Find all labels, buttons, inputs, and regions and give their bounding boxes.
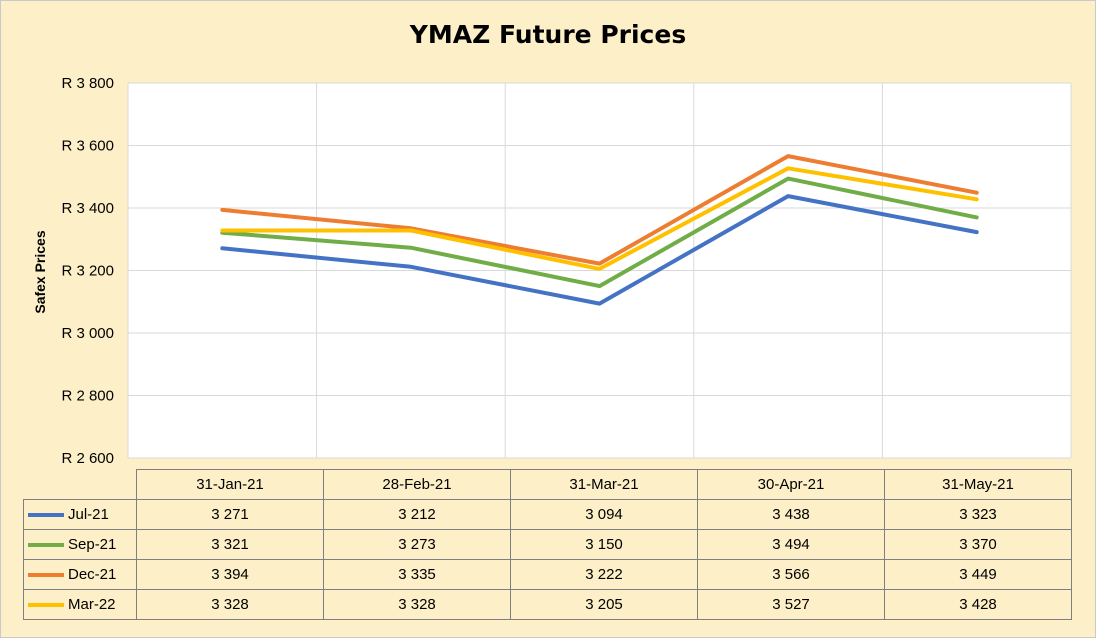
- series-line-jul-21: [220, 194, 979, 306]
- plot-area: R 3 800 R 3 600 R 3 400 R 3 200 R 3 000 R 2 8…: [61, 75, 1072, 467]
- data-value-cell: 3 335: [323, 559, 511, 590]
- y-tick-label: R 2 800: [61, 388, 114, 405]
- series-line-sep-21: [220, 176, 979, 289]
- category-header: 31-Jan-21: [136, 469, 324, 500]
- data-value-cell: 3 323: [884, 499, 1072, 530]
- data-value-cell: 3 566: [697, 559, 885, 590]
- category-header: 30-Apr-21: [697, 469, 885, 500]
- series-line-mar-22: [220, 166, 979, 271]
- y-tick-label: R 3 000: [61, 325, 114, 342]
- table-corner: [24, 470, 137, 500]
- data-value-cell: 3 494: [697, 529, 885, 560]
- data-value-cell: 3 438: [697, 499, 885, 530]
- table-header-row: 31-Jan-21 28-Feb-21 31-Mar-21 30-Apr-21 31-M…: [24, 469, 1072, 500]
- legend-key: [28, 513, 64, 518]
- data-table: 31-Jan-21 28-Feb-21 31-Mar-21 30-Apr-21 31-M…: [23, 469, 1072, 620]
- data-value-cell: 3 273: [323, 529, 511, 560]
- series-name-cell: Sep-21: [23, 529, 137, 560]
- series-name: Jul-21: [68, 506, 109, 523]
- data-value-cell: 3 222: [510, 559, 698, 590]
- data-value-cell: 3 527: [697, 589, 885, 620]
- y-tick-label: R 2 600: [61, 450, 114, 467]
- series-name: Sep-21: [68, 536, 117, 553]
- table-row: Mar-22 3 328 3 328 3 205 3 527 3 428: [23, 589, 1072, 620]
- table-row: Dec-21 3 394 3 335 3 222 3 566 3 449: [23, 559, 1072, 590]
- category-header: 31-Mar-21: [510, 469, 698, 500]
- series-line-dec-21: [220, 154, 979, 266]
- data-value-cell: 3 094: [510, 499, 698, 530]
- table-row: Sep-21 3 321 3 273 3 150 3 494 3 370: [23, 529, 1072, 560]
- series-name: Mar-22: [68, 596, 116, 613]
- y-tick-label: R 3 800: [61, 75, 114, 92]
- data-value-cell: 3 271: [136, 499, 324, 530]
- data-value-cell: 3 394: [136, 559, 324, 590]
- legend-key: [28, 543, 64, 548]
- data-value-cell: 3 205: [510, 589, 698, 620]
- data-value-cell: 3 428: [884, 589, 1072, 620]
- data-value-cell: 3 449: [884, 559, 1072, 590]
- data-value-cell: 3 328: [136, 589, 324, 620]
- table-row: Jul-21 3 271 3 212 3 094 3 438 3 323: [23, 499, 1072, 530]
- category-header: 28-Feb-21: [323, 469, 511, 500]
- data-value-cell: 3 321: [136, 529, 324, 560]
- category-header: 31-May-21: [884, 469, 1072, 500]
- legend-key: [28, 603, 64, 608]
- series-name: Dec-21: [68, 566, 117, 583]
- series-name-cell: Dec-21: [23, 559, 137, 590]
- y-tick-label: R 3 600: [61, 138, 114, 155]
- y-tick-label: R 3 400: [61, 200, 114, 217]
- chart-title: YMAZ Future Prices: [409, 20, 687, 49]
- data-value-cell: 3 212: [323, 499, 511, 530]
- data-value-cell: 3 370: [884, 529, 1072, 560]
- y-axis-title: Safex Prices: [32, 230, 48, 314]
- legend-key: [28, 573, 64, 578]
- series-name-cell: Mar-22: [23, 589, 137, 620]
- y-tick-label: R 3 200: [61, 263, 114, 280]
- series-name-cell: Jul-21: [23, 499, 137, 530]
- data-value-cell: 3 150: [510, 529, 698, 560]
- data-value-cell: 3 328: [323, 589, 511, 620]
